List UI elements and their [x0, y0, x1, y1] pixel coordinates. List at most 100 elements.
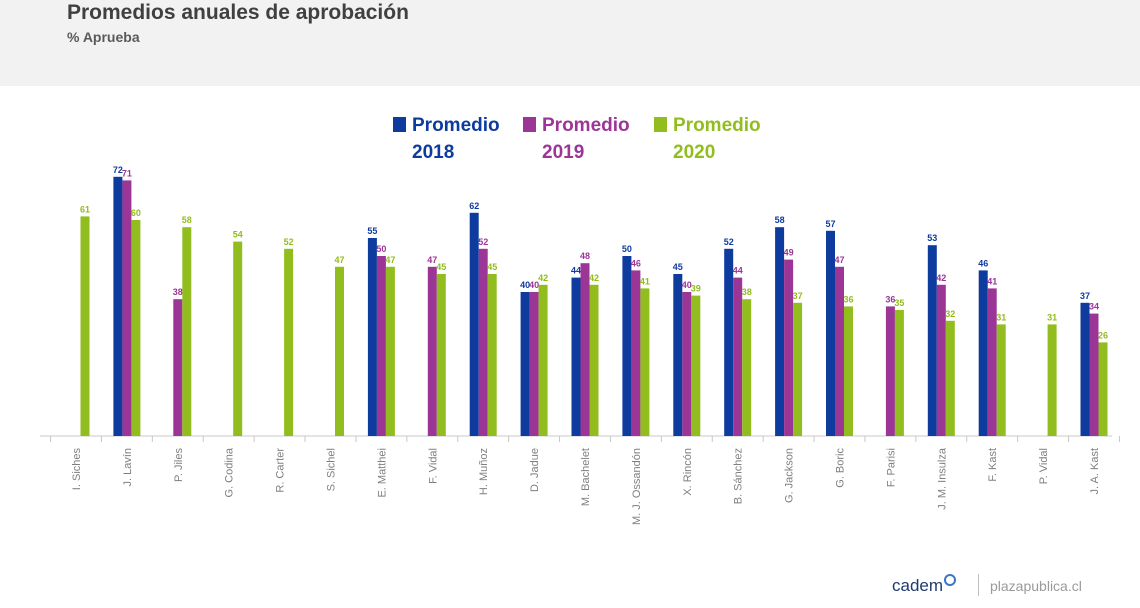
cadem-logo: cadem	[892, 574, 957, 596]
data-label: 40	[529, 280, 539, 290]
data-label: 45	[436, 262, 446, 272]
data-label: 36	[843, 294, 853, 304]
data-label: 42	[589, 273, 599, 283]
data-label: 31	[1047, 312, 1057, 322]
bar	[131, 220, 141, 436]
data-label: 35	[894, 298, 904, 308]
legend-swatch	[523, 117, 536, 132]
category-label: F. Kast	[987, 448, 999, 482]
data-label: 52	[478, 237, 488, 247]
bar	[589, 284, 599, 436]
data-label: 58	[775, 215, 785, 225]
bar	[173, 299, 183, 436]
footer-divider	[978, 574, 979, 596]
bar	[835, 266, 844, 436]
bar	[622, 256, 632, 436]
legend-label: Promedio	[412, 115, 500, 136]
category-label: P. Vidal	[1038, 448, 1050, 484]
bar	[580, 263, 590, 436]
data-label: 46	[631, 258, 641, 268]
bar	[673, 274, 683, 436]
bar	[945, 320, 955, 436]
data-label: 46	[978, 258, 988, 268]
data-label: 45	[673, 262, 683, 272]
data-label: 57	[825, 219, 835, 229]
bar	[469, 212, 479, 436]
bar	[113, 176, 123, 437]
data-label: 71	[122, 168, 132, 178]
bar	[529, 292, 539, 436]
category-label: R. Carter	[275, 448, 287, 493]
category-label: E. Matthei	[376, 448, 388, 498]
data-label: 72	[113, 165, 123, 175]
data-label: 62	[469, 201, 479, 211]
bar	[335, 266, 344, 436]
bar	[284, 248, 294, 436]
bar	[826, 230, 835, 436]
bar	[640, 288, 650, 436]
data-label: 26	[1098, 330, 1108, 340]
category-label: M. Bachelet	[580, 448, 592, 506]
bar	[724, 248, 734, 436]
bar	[682, 292, 692, 436]
data-label: 41	[640, 276, 650, 286]
data-label: 49	[784, 248, 794, 258]
bar	[733, 277, 743, 436]
category-label: P. Jiles	[173, 448, 185, 483]
bar	[1047, 324, 1057, 436]
bar	[631, 270, 641, 436]
data-label: 60	[131, 208, 141, 218]
category-label: I. Siches	[71, 448, 83, 491]
chart-subtitle: % Aprueba	[67, 29, 140, 45]
bar	[987, 288, 997, 436]
data-label: 40	[520, 280, 530, 290]
data-label: 52	[724, 237, 734, 247]
footer-site: plazapublica.cl	[990, 578, 1082, 594]
bar	[538, 284, 548, 436]
category-label: M. J. Ossandón	[631, 448, 643, 525]
category-label: D. Jadue	[529, 448, 541, 492]
data-label: 44	[733, 266, 743, 276]
data-label: 37	[1080, 291, 1090, 301]
bar	[894, 310, 904, 436]
bar	[1089, 313, 1099, 436]
data-label: 61	[80, 204, 90, 214]
legend-label: Promedio	[673, 115, 761, 136]
data-label: 47	[427, 255, 437, 265]
data-label: 50	[376, 244, 386, 254]
data-label: 39	[691, 284, 701, 294]
category-label: H. Muñoz	[478, 448, 490, 495]
bar	[742, 299, 752, 436]
brand-name: cadem	[892, 576, 944, 595]
data-label: 54	[233, 230, 243, 240]
data-label: 42	[538, 273, 548, 283]
category-label: G. Codina	[224, 447, 236, 497]
header-band: Promedios anuales de aprobación % Aprueb…	[0, 0, 1140, 86]
bar	[427, 266, 437, 436]
bar	[784, 259, 794, 436]
legend-label-year: 2018	[412, 142, 454, 163]
data-label: 58	[182, 215, 192, 225]
data-label: 38	[173, 287, 183, 297]
bar	[367, 238, 377, 436]
legend-swatch	[393, 117, 406, 132]
data-label: 42	[936, 273, 946, 283]
bar	[978, 270, 988, 436]
bar	[1080, 302, 1090, 436]
bar	[775, 227, 785, 436]
data-label: 38	[742, 287, 752, 297]
bar	[520, 292, 530, 436]
category-label: G. Jackson	[784, 448, 796, 503]
category-label: F. Parisi	[885, 448, 897, 487]
category-label: X. Rincón	[682, 448, 694, 496]
bar	[885, 306, 895, 436]
bar	[936, 284, 946, 436]
legend-label: Promedio	[542, 115, 630, 136]
category-label: J. Lavín	[122, 448, 134, 487]
data-label: 50	[622, 244, 632, 254]
bar	[996, 324, 1006, 436]
data-label: 34	[1089, 302, 1099, 312]
data-label: 41	[987, 276, 997, 286]
bar	[571, 277, 581, 436]
legend-label-year: 2020	[673, 142, 715, 163]
